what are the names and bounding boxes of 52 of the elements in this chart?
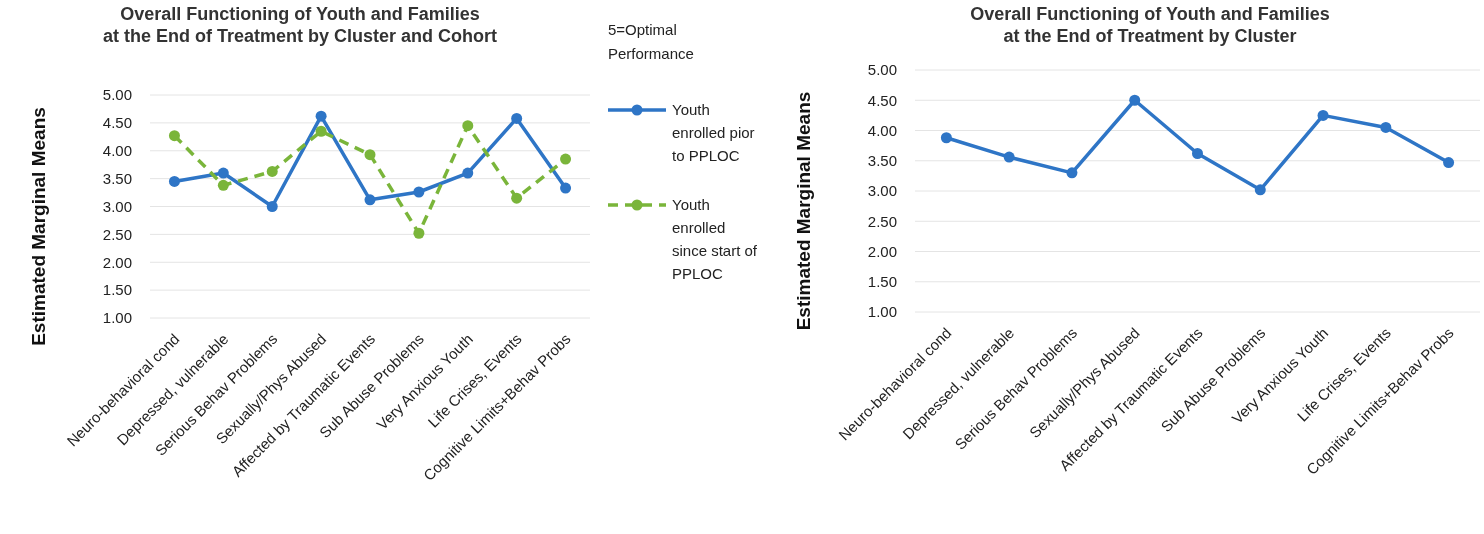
y-tick-label: 3.00 — [867, 182, 897, 200]
y-tick-label: 2.50 — [102, 225, 132, 243]
y-tick-label: 3.00 — [102, 197, 132, 215]
point — [168, 130, 180, 142]
y-tick-label: 2.00 — [102, 253, 132, 271]
point — [940, 132, 952, 144]
chart-title: Overall Functioning of Youth and Families at the End of Treatment by Cluster — [970, 4, 1330, 46]
y-tick-label: 4.00 — [102, 142, 132, 159]
point — [462, 120, 474, 132]
point — [511, 112, 523, 124]
point — [217, 167, 229, 179]
y-axis-title: Estimated Marginal Means — [793, 91, 814, 331]
point — [413, 227, 425, 239]
y-tick-label: 4.50 — [867, 91, 897, 109]
y-tick-label: 2.50 — [867, 212, 897, 230]
point — [1317, 109, 1329, 121]
point — [364, 194, 376, 206]
y-tick-label: 3.50 — [867, 152, 897, 169]
point — [1443, 157, 1455, 169]
y-tick-label: 5.00 — [867, 61, 897, 79]
point — [315, 110, 327, 122]
point — [511, 192, 523, 204]
y-tick-label: 1.50 — [102, 281, 132, 299]
point — [1003, 151, 1015, 163]
point — [266, 165, 278, 177]
point — [1254, 184, 1266, 196]
y-axis-title: Estimated Marginal Means — [28, 107, 49, 346]
y-tick-label: 1.50 — [867, 273, 897, 290]
legend-label: Youth enrolled since start of PPLOC — [672, 196, 758, 283]
point — [217, 179, 229, 191]
legend-title: 5=Optimal Performance — [608, 21, 694, 62]
y-tick-label: 2.00 — [867, 242, 897, 260]
point — [560, 182, 572, 194]
point — [1066, 167, 1078, 179]
chart-title: Overall Functioning of Youth and Families at the End of Treatment by Cluster and Cohort — [102, 4, 498, 46]
point — [266, 201, 278, 212]
y-tick-label: 4.50 — [102, 114, 132, 132]
y-tick-label: 3.50 — [102, 169, 132, 187]
point — [413, 186, 425, 198]
y-tick-label: 5.00 — [102, 86, 132, 104]
point — [364, 149, 376, 161]
point — [560, 153, 572, 165]
point — [315, 125, 327, 137]
point — [462, 167, 474, 179]
y-tick-label: 1.00 — [102, 309, 132, 327]
point — [1380, 121, 1392, 133]
point — [168, 175, 180, 187]
legend-label: Youth enrolled pior to PPLOC — [672, 101, 755, 165]
point — [1129, 94, 1141, 106]
point — [1192, 147, 1203, 159]
y-tick-label: 4.00 — [867, 121, 897, 139]
y-tick-label: 1.00 — [867, 303, 897, 321]
